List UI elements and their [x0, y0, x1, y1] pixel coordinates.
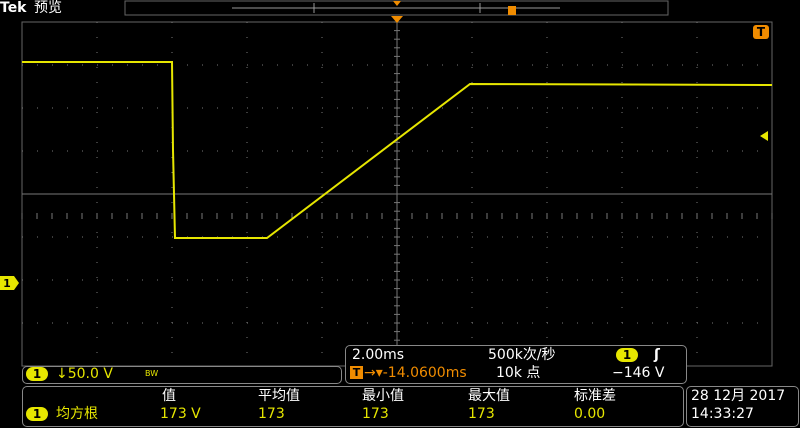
column-header: 最大值	[468, 388, 510, 404]
channel-scale: ↓50.0 V	[56, 366, 113, 382]
column-header: 值	[162, 388, 176, 404]
trigger-level	[760, 131, 768, 141]
channel-number: 1	[26, 367, 48, 381]
waveform	[22, 61, 773, 239]
channel-marker	[0, 276, 19, 290]
trigger-marker-t: T	[757, 25, 766, 39]
measurement-value: 173	[258, 406, 285, 422]
position-t-icon: T	[350, 366, 363, 379]
status-box	[686, 386, 799, 427]
record-length: 10k 点	[496, 365, 541, 381]
channel-marker-1: 1	[3, 277, 11, 290]
record-trigger	[393, 1, 401, 6]
brand: Tek	[0, 0, 27, 16]
measurement-value: 173 V	[160, 406, 201, 422]
grid	[21, 21, 773, 366]
measurement-source: 1	[26, 407, 48, 421]
trigger-marker	[753, 25, 769, 39]
column-header: 标准差	[574, 388, 616, 404]
trigger-source: 1	[616, 348, 638, 362]
timebase-scale: 2.00ms	[352, 347, 405, 363]
column-header: 平均值	[258, 388, 300, 404]
date: 28 12月 2017	[691, 388, 786, 404]
horizontal-position: →▾-14.0600ms	[364, 365, 467, 381]
channel-box	[22, 366, 342, 384]
measurement-value: 0.00	[574, 406, 606, 422]
measurement-value: 173	[362, 406, 389, 422]
time: 14:33:27	[691, 406, 754, 422]
trigger-slope: ʃ	[654, 347, 660, 363]
record-t	[508, 6, 516, 15]
column-header: 最小值	[362, 388, 404, 404]
measurement-value: 173	[468, 406, 495, 422]
trigger-level: −146 V	[612, 365, 665, 381]
trigger-position	[391, 16, 403, 23]
measurement-name: 均方根	[56, 406, 98, 422]
mode: 预览	[34, 0, 62, 16]
bandwidth-limit: BW	[145, 369, 159, 378]
measurement-box	[22, 386, 684, 427]
sample-rate: 500k次/秒	[488, 347, 556, 363]
